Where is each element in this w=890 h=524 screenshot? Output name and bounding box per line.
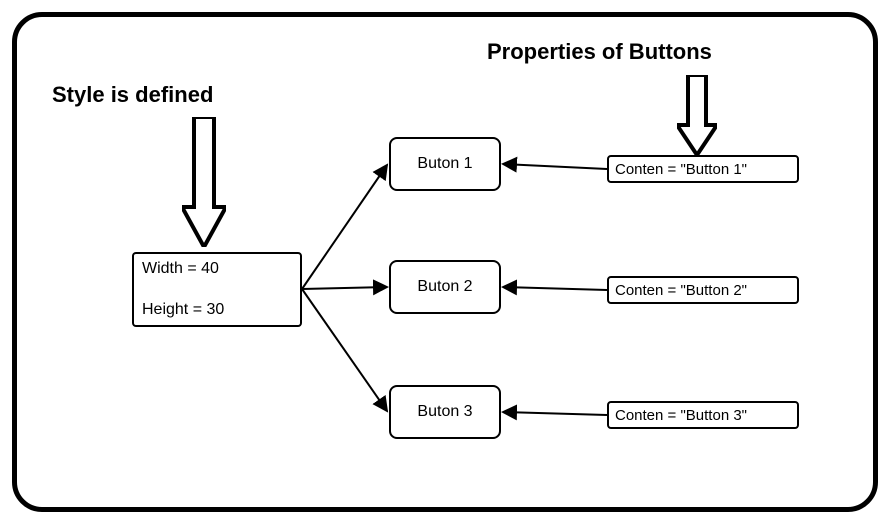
style-node-width: Width = 40 bbox=[142, 260, 219, 278]
property-node-1: Conten = "Button 1" bbox=[607, 155, 799, 183]
button-node-2: Buton 2 bbox=[389, 260, 501, 314]
button-node-3: Buton 3 bbox=[389, 385, 501, 439]
property-node-label: Conten = "Button 3" bbox=[615, 407, 747, 424]
style-node-height: Height = 30 bbox=[142, 301, 224, 319]
property-node-3: Conten = "Button 3" bbox=[607, 401, 799, 429]
property-node-label: Conten = "Button 2" bbox=[615, 282, 747, 299]
button-node-1: Buton 1 bbox=[389, 137, 501, 191]
diagram-frame: Style is defined Properties of Buttons W… bbox=[12, 12, 878, 512]
style-node: Width = 40 Height = 30 bbox=[132, 252, 302, 327]
annotation-properties-of-buttons: Properties of Buttons bbox=[487, 39, 712, 65]
property-node-label: Conten = "Button 1" bbox=[615, 161, 747, 178]
button-node-label: Buton 2 bbox=[417, 278, 472, 296]
down-arrow-right-icon bbox=[677, 75, 717, 155]
button-node-label: Buton 1 bbox=[417, 155, 472, 173]
button-node-label: Buton 3 bbox=[417, 403, 472, 421]
annotation-style-defined: Style is defined bbox=[52, 82, 213, 108]
property-node-2: Conten = "Button 2" bbox=[607, 276, 799, 304]
down-arrow-left-icon bbox=[182, 117, 226, 247]
